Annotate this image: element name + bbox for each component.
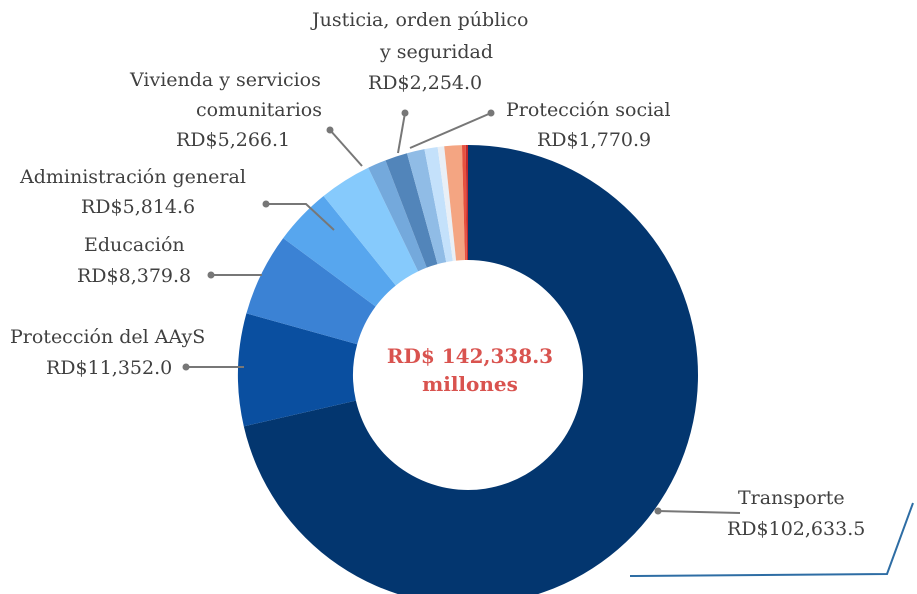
label-vivienda-line2: comunitarios <box>196 99 322 121</box>
label-admin-name: Administración general <box>20 166 246 188</box>
donut-slice-12 <box>461 145 467 261</box>
donut-slice-2 <box>237 313 358 427</box>
donut-slice-6 <box>368 160 427 272</box>
label-vivienda-line1: Vivienda y servicios <box>130 69 321 91</box>
leader-right <box>629 502 914 577</box>
donut-slice-1 <box>243 145 698 594</box>
donut-slice-5 <box>323 167 419 286</box>
label-transporte-name: Transporte <box>738 487 845 509</box>
donut-slice-11 <box>444 145 465 261</box>
donut-slice-3 <box>246 238 376 345</box>
leader-dot-social <box>487 109 495 117</box>
center-total: RD$ 142,338.3 <box>386 344 554 368</box>
label-justicia-line1: Justicia, orden público <box>312 9 529 31</box>
leader-dot-transporte <box>654 507 662 515</box>
label-justicia-value: RD$2,254.0 <box>368 72 483 94</box>
label-aays-value: RD$11,352.0 <box>46 357 173 379</box>
leader-dot-educacion <box>207 271 215 279</box>
leader-dot-admin <box>262 200 270 208</box>
donut-slice-8 <box>406 149 447 265</box>
leader-justicia <box>397 112 406 154</box>
leader-transporte <box>657 510 741 514</box>
leader-vivienda <box>329 129 363 167</box>
leader-admin <box>266 203 335 231</box>
donut-slice-4 <box>283 196 396 307</box>
donut-slice-7 <box>385 153 438 268</box>
donut-slice-13 <box>465 145 468 261</box>
label-justicia-line2: y seguridad <box>380 41 493 63</box>
label-aays-name: Protección del AAyS <box>10 326 206 348</box>
donut-slice-9 <box>424 147 453 263</box>
label-transporte-value: RD$102,633.5 <box>727 518 866 540</box>
label-social-name: Protección social <box>506 99 671 121</box>
label-educacion-name: Educación <box>84 234 185 256</box>
leader-dot-vivienda <box>326 126 334 134</box>
label-social-value: RD$1,770.9 <box>537 129 652 151</box>
donut-slice-10 <box>437 146 457 262</box>
leader-dot-justicia <box>401 109 409 117</box>
center-unit: millones <box>422 372 518 396</box>
label-admin-value: RD$5,814.6 <box>81 196 196 218</box>
leader-dot-aays <box>182 363 190 371</box>
label-vivienda-value: RD$5,266.1 <box>176 129 291 151</box>
leader-social <box>409 112 492 149</box>
label-educacion-value: RD$8,379.8 <box>77 265 192 287</box>
